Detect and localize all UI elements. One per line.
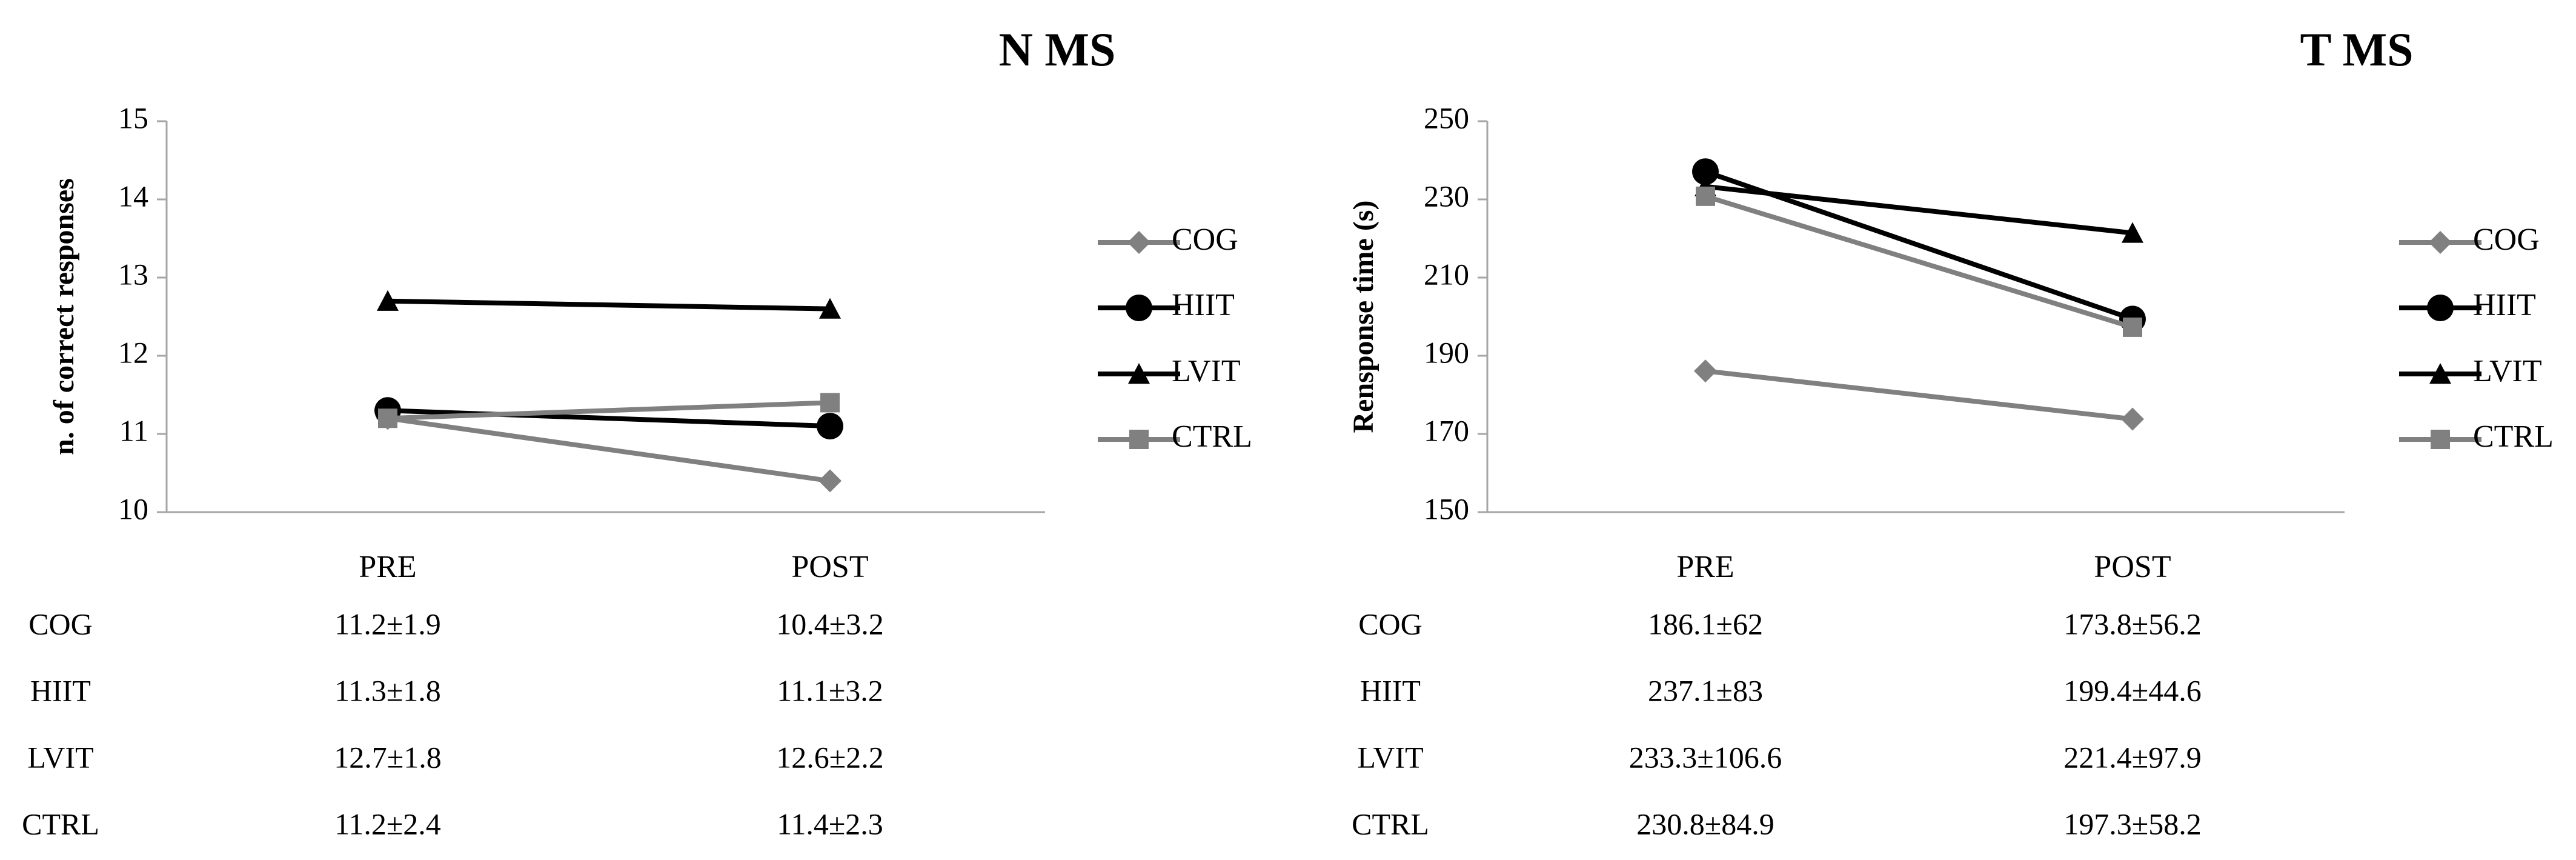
chart-1-series-point-ctrl (1696, 186, 1715, 206)
chart-0-series-line-hiit (387, 408, 831, 429)
chart-1-table-pre-value: 237.1±83 (1648, 673, 1763, 707)
chart-0-series-point-lvit (819, 298, 841, 319)
chart-0-table-pre-value: 11.2±1.9 (334, 607, 441, 641)
chart-1-table-group-label: COG (1358, 607, 1422, 641)
chart-0-legend-marker-cog (1127, 231, 1150, 254)
chart-1-legend-marker-cog (2429, 231, 2452, 254)
chart-0-table-post-value: 10.4±3.2 (776, 607, 883, 641)
chart-1-legend-marker-hiit (2427, 295, 2454, 321)
chart-0-title: N MS (999, 23, 1116, 76)
chart-1-series-point-cog (1694, 359, 1717, 383)
chart-1-table-pre-value: 230.8±84.9 (1636, 807, 1774, 841)
chart-1-table-group-label: CTRL (1352, 807, 1429, 841)
chart-1-legend-label-lvit: LVIT (2473, 354, 2542, 388)
chart-0-legend-marker-ctrl (1129, 430, 1149, 449)
chart-0-table-group-label: LVIT (27, 740, 93, 774)
chart-0-table-group-label: COG (28, 607, 93, 641)
chart-1-series-point-hiit (1692, 158, 1719, 185)
chart-1-table-pre-value: 233.3±106.6 (1629, 740, 1782, 774)
chart-1-table-group-label: HIIT (1360, 673, 1421, 707)
chart-0-table-group-label: HIIT (30, 673, 91, 707)
chart-1-table-group-label: LVIT (1357, 740, 1423, 774)
chart-1-table-post-value: 221.4±97.9 (2063, 740, 2201, 774)
chart-1-legend-marker-ctrl (2431, 430, 2450, 449)
chart-0-y-tick-label: 14 (118, 179, 148, 213)
chart-1-series-line-ctrl (1704, 194, 2134, 330)
chart-1-table-post-value: 197.3±58.2 (2063, 807, 2201, 841)
chart-0-table-pre-value: 12.7±1.8 (334, 740, 441, 774)
chart-1-legend-marker-lvit (2429, 363, 2451, 384)
chart-1-title: T MS (2300, 23, 2413, 76)
chart-0-y-tick-label: 11 (119, 413, 148, 447)
chart-1-y-tick-label: 150 (1424, 492, 1469, 525)
chart-1-y-tick-label: 190 (1424, 335, 1469, 369)
chart-0-legend-label-ctrl: CTRL (1172, 419, 1252, 454)
chart-0-series-line-ctrl (387, 400, 831, 421)
chart-0-legend-marker-hiit (1126, 295, 1152, 321)
chart-0-y-tick-label: 15 (118, 101, 148, 135)
chart-0-x-category-label: PRE (359, 550, 416, 584)
chart-0-legend-label-hiit: HIIT (1172, 288, 1235, 322)
chart-1-series-line-lvit (1705, 184, 2133, 236)
chart-0-series-point-ctrl (820, 393, 840, 413)
chart-0-series-line-cog (387, 416, 831, 484)
chart-0-table-pre-value: 11.2±2.4 (334, 807, 441, 841)
chart-1-y-axis-label: Rensponse time (s) (1347, 201, 1379, 433)
chart-1-y-tick-label: 170 (1424, 413, 1469, 447)
chart-0-table-post-value: 11.1±3.2 (777, 673, 883, 707)
chart-1-x-category-label: POST (2094, 550, 2171, 584)
chart-0-table-group-label: CTRL (22, 807, 99, 841)
chart-0-x-category-label: POST (791, 550, 868, 584)
chart-1-legend-label-hiit: HIIT (2473, 288, 2536, 322)
chart-0-series-point-hiit (817, 413, 843, 440)
chart-0-y-tick-label: 10 (118, 492, 148, 525)
chart-0-series-point-ctrl (378, 408, 397, 428)
chart-0-y-tick-label: 12 (118, 335, 148, 369)
chart-0-series-point-lvit (377, 290, 399, 311)
chart-1-legend-label-ctrl: CTRL (2473, 419, 2554, 454)
chart-1-series-point-lvit (2122, 222, 2143, 243)
chart-1-series-point-ctrl (2123, 317, 2142, 337)
chart-0-legend-marker-lvit (1128, 363, 1150, 384)
chart-1-series-point-cog (2121, 407, 2144, 431)
chart-1-table-pre-value: 186.1±62 (1648, 607, 1763, 641)
chart-1-y-tick-label: 250 (1424, 101, 1469, 135)
chart-1-table-post-value: 199.4±44.6 (2063, 673, 2201, 707)
chart-1-x-category-label: PRE (1676, 550, 1734, 584)
chart-1-series-line-cog (1705, 368, 2133, 422)
chart-1-table-post-value: 173.8±56.2 (2063, 607, 2201, 641)
chart-1-legend-label-cog: COG (2473, 222, 2540, 257)
chart-0-legend-label-lvit: LVIT (1172, 354, 1241, 388)
chart-0-legend-label-cog: COG (1172, 222, 1238, 257)
chart-0-y-axis-label: n. of correct responses (48, 178, 80, 455)
chart-0-series-line-lvit (387, 298, 831, 312)
chart-0-table-pre-value: 11.3±1.8 (334, 673, 441, 707)
chart-0-y-tick-label: 13 (118, 257, 148, 291)
chart-1-y-tick-label: 230 (1424, 179, 1469, 213)
chart-0-table-post-value: 11.4±2.3 (777, 807, 883, 841)
chart-1-y-tick-label: 210 (1424, 257, 1469, 291)
chart-0-table-post-value: 12.6±2.2 (776, 740, 883, 774)
chart-0-series-point-cog (818, 469, 842, 493)
